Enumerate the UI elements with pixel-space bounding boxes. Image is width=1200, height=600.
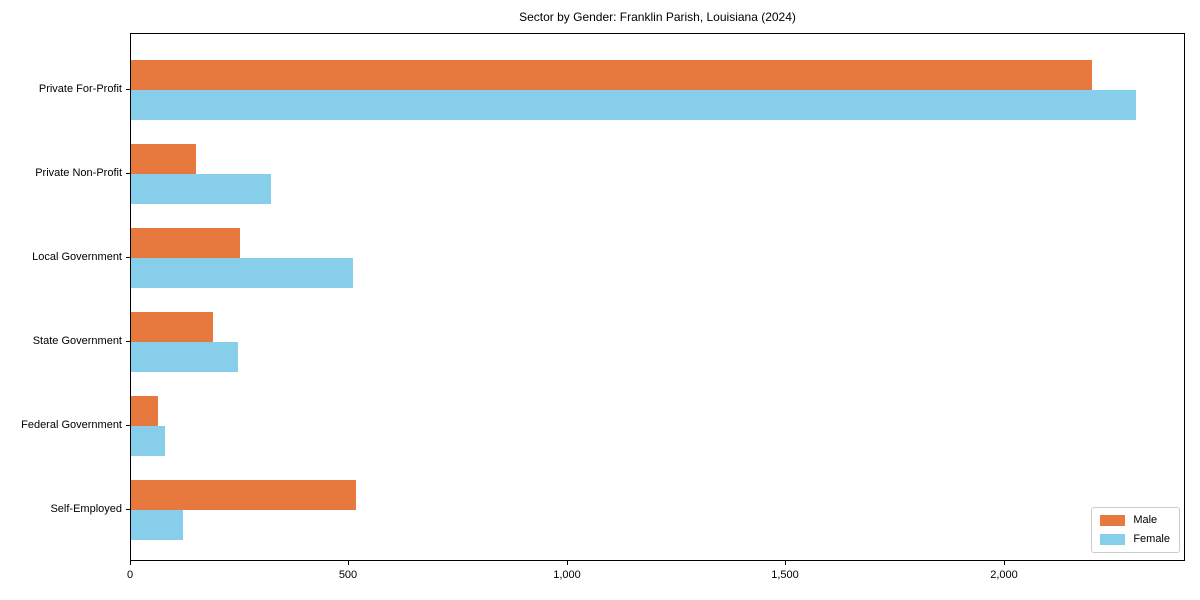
y-label-federal-government: Federal Government <box>21 419 122 431</box>
bar-female-state-government <box>131 342 238 372</box>
bar-male-self-employed <box>131 480 356 510</box>
bar-female-private-for-profit <box>131 90 1136 120</box>
y-label-state-government: State Government <box>32 335 122 347</box>
bar-female-private-non-profit <box>131 174 271 204</box>
bar-female-local-government <box>131 258 353 288</box>
plot-area: Male Female <box>130 33 1185 561</box>
bar-male-state-government <box>131 312 213 342</box>
x-tick-label-1-500: 1,500 <box>771 569 799 581</box>
y-label-self-employed: Self-Employed <box>50 503 122 515</box>
chart-title: Sector by Gender: Franklin Parish, Louis… <box>519 10 796 24</box>
bar-female-self-employed <box>131 510 183 540</box>
y-tick-private-for-profit <box>126 89 130 90</box>
legend-label-male: Male <box>1133 514 1158 526</box>
y-label-private-for-profit: Private For-Profit <box>38 83 122 95</box>
y-tick-state-government <box>126 341 130 342</box>
x-tick-1-500 <box>785 561 786 565</box>
bar-male-private-for-profit <box>131 60 1092 90</box>
legend-item-female: Female <box>1100 533 1170 546</box>
x-tick-label-2-000: 2,000 <box>990 569 1018 581</box>
y-label-local-government: Local Government <box>32 251 122 263</box>
bar-male-private-non-profit <box>131 144 196 174</box>
x-tick-label-1-000: 1,000 <box>553 569 581 581</box>
x-tick-500 <box>348 561 349 565</box>
legend: Male Female <box>1091 507 1180 553</box>
y-tick-self-employed <box>126 509 130 510</box>
y-tick-federal-government <box>126 425 130 426</box>
y-tick-private-non-profit <box>126 173 130 174</box>
x-tick-label-0: 0 <box>126 569 134 581</box>
x-tick-0 <box>130 561 131 565</box>
y-label-private-non-profit: Private Non-Profit <box>35 167 122 179</box>
x-tick-2-000 <box>1004 561 1005 565</box>
bar-male-federal-government <box>131 396 158 426</box>
legend-swatch-female <box>1100 534 1126 545</box>
x-tick-label-500: 500 <box>338 569 358 581</box>
bar-male-local-government <box>131 228 240 258</box>
legend-swatch-male <box>1100 515 1126 526</box>
bar-female-federal-government <box>131 426 165 456</box>
legend-item-male: Male <box>1100 514 1170 527</box>
x-tick-1-000 <box>567 561 568 565</box>
y-tick-local-government <box>126 257 130 258</box>
legend-label-female: Female <box>1133 533 1170 545</box>
